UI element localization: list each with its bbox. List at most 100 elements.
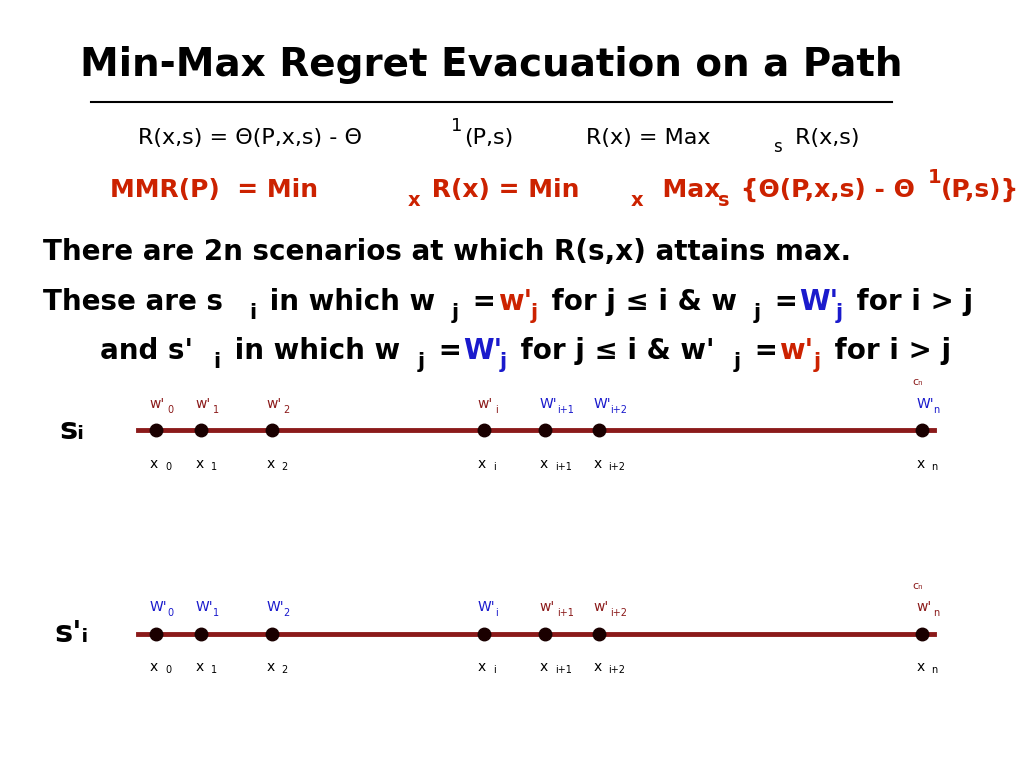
Text: x: x bbox=[540, 457, 548, 471]
Text: x: x bbox=[266, 457, 274, 471]
Text: x: x bbox=[150, 457, 158, 471]
Text: 1: 1 bbox=[928, 168, 941, 187]
Text: and s': and s' bbox=[100, 337, 194, 365]
Text: i: i bbox=[493, 665, 496, 675]
Text: w': w' bbox=[916, 601, 932, 614]
Text: W': W' bbox=[196, 601, 213, 614]
Text: j: j bbox=[733, 352, 740, 372]
Text: i: i bbox=[495, 608, 498, 618]
Text: 1: 1 bbox=[213, 405, 219, 415]
Text: (P,s): (P,s) bbox=[465, 128, 514, 148]
Text: s: s bbox=[718, 191, 729, 210]
Text: =: = bbox=[429, 337, 472, 365]
Text: for j ≤ i & w: for j ≤ i & w bbox=[542, 288, 736, 316]
Text: j: j bbox=[836, 303, 843, 323]
Text: W': W' bbox=[799, 288, 839, 316]
Text: x: x bbox=[916, 660, 925, 674]
Text: W': W' bbox=[916, 397, 934, 411]
Text: x: x bbox=[631, 191, 643, 210]
Text: x: x bbox=[196, 457, 204, 471]
Text: x: x bbox=[150, 660, 158, 674]
Text: j: j bbox=[754, 303, 761, 323]
Text: 2: 2 bbox=[284, 608, 290, 618]
Text: w': w' bbox=[498, 288, 531, 316]
Text: j: j bbox=[530, 303, 538, 323]
Text: n: n bbox=[934, 608, 940, 618]
Text: i: i bbox=[495, 405, 498, 415]
Text: i+2: i+2 bbox=[610, 405, 628, 415]
Text: cₙ: cₙ bbox=[912, 377, 923, 387]
Text: =: = bbox=[765, 288, 807, 316]
Text: W': W' bbox=[478, 601, 496, 614]
Text: x: x bbox=[478, 660, 486, 674]
Text: i+2: i+2 bbox=[608, 665, 626, 675]
Text: x: x bbox=[540, 660, 548, 674]
Text: W': W' bbox=[464, 337, 503, 365]
Text: R(x) = Min: R(x) = Min bbox=[423, 177, 579, 202]
Text: W': W' bbox=[593, 397, 610, 411]
Text: x: x bbox=[593, 457, 601, 471]
Text: These are s: These are s bbox=[43, 288, 223, 316]
Text: n: n bbox=[934, 405, 940, 415]
Text: s: s bbox=[773, 138, 782, 157]
Text: for i > j: for i > j bbox=[847, 288, 973, 316]
Text: cₙ: cₙ bbox=[912, 581, 923, 591]
Text: sᵢ: sᵢ bbox=[59, 415, 84, 445]
Text: x: x bbox=[916, 457, 925, 471]
Text: 2: 2 bbox=[284, 405, 290, 415]
Text: s'ᵢ: s'ᵢ bbox=[54, 619, 89, 648]
Text: 0: 0 bbox=[165, 665, 171, 675]
Text: for j ≤ i & w': for j ≤ i & w' bbox=[511, 337, 715, 365]
Text: (P,s)}: (P,s)} bbox=[941, 177, 1020, 202]
Text: j: j bbox=[813, 352, 820, 372]
Text: Max: Max bbox=[645, 177, 720, 202]
Text: W': W' bbox=[150, 601, 168, 614]
Text: n: n bbox=[932, 462, 938, 472]
Text: x: x bbox=[478, 457, 486, 471]
Text: 1: 1 bbox=[211, 462, 217, 472]
Text: i: i bbox=[214, 352, 221, 372]
Text: for i > j: for i > j bbox=[825, 337, 951, 365]
Text: w': w' bbox=[150, 397, 165, 411]
Text: i+1: i+1 bbox=[555, 462, 571, 472]
Text: 1: 1 bbox=[213, 608, 219, 618]
Text: i+1: i+1 bbox=[555, 665, 571, 675]
Text: 1: 1 bbox=[452, 117, 463, 135]
Text: There are 2n scenarios at which R(s,x) attains max.: There are 2n scenarios at which R(s,x) a… bbox=[43, 238, 851, 266]
Text: 0: 0 bbox=[167, 405, 173, 415]
Text: 2: 2 bbox=[282, 665, 288, 675]
Text: x: x bbox=[409, 191, 421, 210]
Text: i+1: i+1 bbox=[557, 405, 573, 415]
Text: 0: 0 bbox=[167, 608, 173, 618]
Text: w': w' bbox=[779, 337, 813, 365]
Text: 1: 1 bbox=[211, 665, 217, 675]
Text: i+2: i+2 bbox=[610, 608, 628, 618]
Text: j: j bbox=[452, 303, 459, 323]
Text: i+2: i+2 bbox=[608, 462, 626, 472]
Text: MMR(P)  = Min: MMR(P) = Min bbox=[110, 177, 317, 202]
Text: x: x bbox=[266, 660, 274, 674]
Text: Min-Max Regret Evacuation on a Path: Min-Max Regret Evacuation on a Path bbox=[80, 46, 902, 84]
Text: i: i bbox=[249, 303, 256, 323]
Text: in which w: in which w bbox=[225, 337, 400, 365]
Text: W': W' bbox=[266, 601, 284, 614]
Text: =: = bbox=[464, 288, 506, 316]
Text: 2: 2 bbox=[282, 462, 288, 472]
Text: j: j bbox=[500, 352, 507, 372]
Text: W': W' bbox=[540, 397, 557, 411]
Text: =: = bbox=[744, 337, 787, 365]
Text: R(x,s): R(x,s) bbox=[787, 128, 859, 148]
Text: w': w' bbox=[266, 397, 282, 411]
Text: {Θ(P,x,s) - Θ: {Θ(P,x,s) - Θ bbox=[732, 177, 915, 202]
Text: i+1: i+1 bbox=[557, 608, 573, 618]
Text: x: x bbox=[196, 660, 204, 674]
Text: j: j bbox=[418, 352, 425, 372]
Text: in which w: in which w bbox=[260, 288, 435, 316]
Text: w': w' bbox=[540, 601, 555, 614]
Text: n: n bbox=[932, 665, 938, 675]
Text: x: x bbox=[593, 660, 601, 674]
Text: w': w' bbox=[593, 601, 608, 614]
Text: R(x) = Max: R(x) = Max bbox=[587, 128, 711, 148]
Text: w': w' bbox=[196, 397, 211, 411]
Text: R(x,s) = Θ(P,x,s) - Θ: R(x,s) = Θ(P,x,s) - Θ bbox=[138, 128, 362, 148]
